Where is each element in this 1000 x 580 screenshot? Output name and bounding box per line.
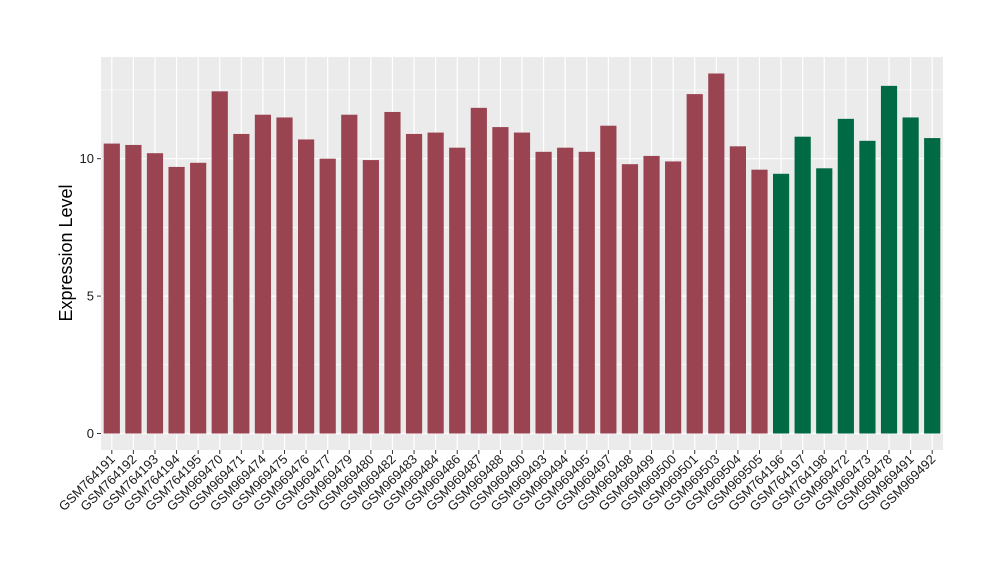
y-axis: 0 5 10	[80, 151, 101, 441]
bar-GSM969472	[837, 118, 854, 434]
bar-GSM969492	[924, 138, 941, 434]
y-tick-label: 10	[80, 151, 94, 166]
bar-GSM969487	[470, 107, 487, 434]
bar-GSM969486	[449, 147, 466, 434]
bar-GSM764196	[772, 173, 790, 434]
bar-GSM764193	[146, 153, 164, 434]
bar-GSM969471	[233, 133, 250, 434]
bar-GSM969491	[902, 117, 919, 434]
bar-GSM969488	[492, 127, 509, 434]
bar-GSM969482	[384, 111, 401, 434]
bar-GSM764198	[816, 168, 833, 434]
bar-GSM764194	[168, 166, 185, 434]
bar-GSM969474	[254, 114, 272, 434]
bar-GSM969500	[665, 161, 682, 434]
bar-GSM969475	[276, 117, 293, 434]
bar-GSM969490	[513, 132, 531, 434]
bar-GSM764195	[190, 162, 207, 434]
y-axis-title: Expression Level	[56, 184, 76, 321]
bar-GSM969493	[535, 151, 552, 434]
bar-GSM969473	[859, 140, 876, 434]
x-axis: GSM764191GSM764192GSM764193GSM764194GSM7…	[56, 450, 938, 514]
bar-GSM969479	[341, 114, 358, 434]
bar-GSM969470	[211, 91, 228, 434]
y-tick-label: 5	[87, 289, 94, 304]
bar-GSM969477	[319, 158, 336, 434]
bar-GSM969504	[729, 146, 746, 434]
bar-GSM969499	[643, 155, 660, 434]
bar-GSM969476	[298, 139, 315, 434]
bar-GSM969498	[621, 164, 639, 434]
y-tick-label: 0	[87, 426, 94, 441]
bar-GSM969478	[880, 85, 898, 434]
bar-GSM969501	[686, 94, 703, 434]
bar-GSM764197	[794, 136, 811, 434]
bar-GSM969480	[362, 160, 379, 434]
bar-GSM764192	[125, 144, 142, 434]
bar-GSM969494	[557, 147, 574, 434]
bar-GSM969483	[405, 133, 423, 434]
bars	[103, 73, 941, 434]
bar-GSM969505	[751, 169, 768, 434]
bar-GSM969484	[427, 132, 444, 434]
bar-GSM969495	[578, 151, 595, 434]
bar-GSM969497	[600, 125, 617, 434]
bar-GSM969503	[708, 73, 725, 434]
bar-GSM764191	[103, 143, 120, 434]
